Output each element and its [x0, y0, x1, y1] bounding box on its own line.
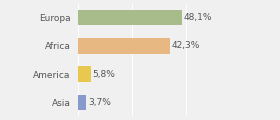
- Text: 5,8%: 5,8%: [93, 70, 116, 79]
- Text: 42,3%: 42,3%: [171, 41, 200, 50]
- Bar: [78, 66, 91, 82]
- Bar: [78, 10, 182, 25]
- Text: 48,1%: 48,1%: [184, 13, 213, 22]
- Bar: [78, 95, 87, 110]
- Bar: [78, 38, 170, 54]
- Text: 3,7%: 3,7%: [88, 98, 111, 107]
